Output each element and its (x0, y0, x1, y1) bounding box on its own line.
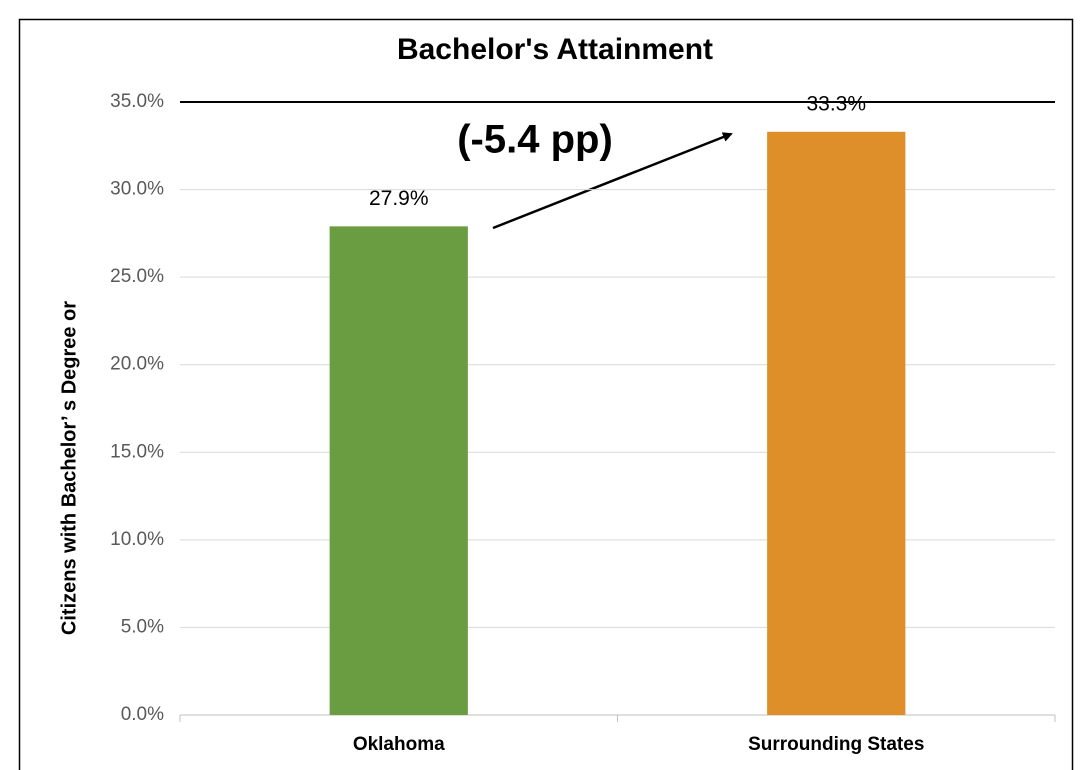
y-axis-label: Citizens with Bachelor’ s Degree or (58, 301, 80, 635)
annotation: (-5.4 pp) (457, 118, 613, 162)
y-tick-label: 15.0% (110, 441, 164, 462)
value-label: 27.9% (369, 187, 429, 210)
bar (767, 131, 906, 715)
x-tick-label: Oklahoma (353, 734, 445, 755)
y-tick-label: 0.0% (121, 704, 164, 725)
y-tick-label: 30.0% (110, 179, 164, 200)
x-tick-label: Surrounding States (748, 734, 924, 755)
annotation-arrow (492, 132, 733, 230)
y-tick-label: 20.0% (110, 354, 164, 375)
y-tick-label: 35.0% (110, 91, 164, 112)
chart-title: Bachelor's Attainment (397, 33, 713, 66)
value-label: 33.3% (806, 92, 866, 115)
y-tick-label: 5.0% (121, 616, 164, 637)
y-tick-label: 10.0% (110, 529, 164, 550)
bar (329, 226, 468, 715)
y-tick-label: 25.0% (110, 266, 164, 287)
